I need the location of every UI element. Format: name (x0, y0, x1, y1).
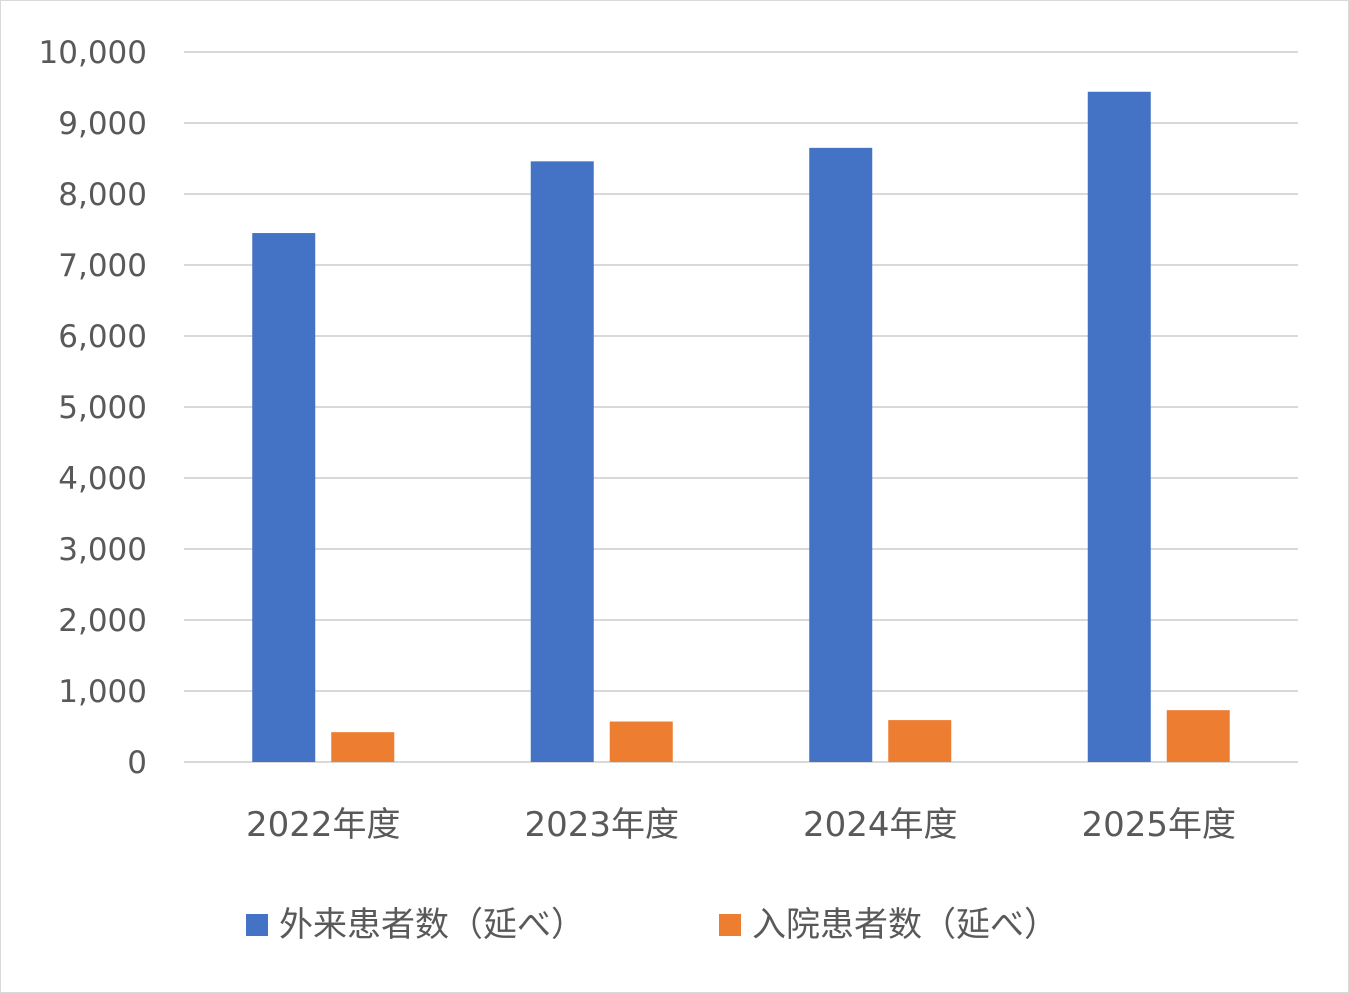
bar-outpatient-2023年度 (530, 161, 594, 763)
y-tick-label: 3,000 (58, 532, 147, 568)
bars (252, 91, 1230, 763)
legend-label-inpatient: 入院患者数（延べ） (752, 905, 1058, 945)
y-axis-ticks: 0 1,000 2,000 3,000 4,000 5,000 6,000 7,000 8,00… (39, 35, 147, 781)
legend-label-outpatient: 外来患者数（延べ） (279, 905, 585, 945)
y-tick-label: 4,000 (58, 461, 147, 497)
legend-swatch-inpatient (719, 914, 741, 936)
x-tick-label: 2022年度 (246, 805, 401, 845)
y-tick-label: 6,000 (58, 319, 147, 355)
x-axis-ticks: 2022年度 2023年度 2024年度 2025年度 (246, 805, 1236, 845)
bar-outpatient-2022年度 (252, 233, 316, 763)
y-tick-label: 5,000 (58, 390, 147, 426)
y-tick-label: 7,000 (58, 248, 147, 284)
y-tick-label: 9,000 (58, 106, 147, 142)
x-tick-label: 2025年度 (1081, 805, 1236, 845)
bar-outpatient-2025年度 (1087, 91, 1151, 762)
bar-inpatient-2022年度 (331, 732, 395, 762)
bar-inpatient-2025年度 (1166, 710, 1230, 762)
y-tick-label: 0 (127, 745, 147, 781)
y-tick-label: 8,000 (58, 177, 147, 213)
x-tick-label: 2023年度 (524, 805, 679, 845)
y-tick-label: 2,000 (58, 603, 147, 639)
legend: 外来患者数（延べ） 入院患者数（延べ） (246, 905, 1058, 945)
y-tick-label: 10,000 (39, 35, 147, 71)
x-tick-label: 2024年度 (803, 805, 958, 845)
y-tick-label: 1,000 (58, 674, 147, 710)
bar-outpatient-2024年度 (809, 147, 873, 763)
bar-inpatient-2024年度 (888, 720, 952, 762)
bar-inpatient-2023年度 (609, 721, 673, 762)
legend-swatch-outpatient (246, 914, 268, 936)
